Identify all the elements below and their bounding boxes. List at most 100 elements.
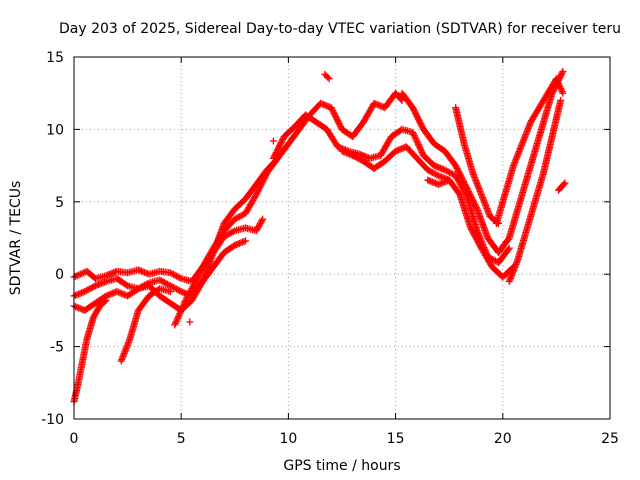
data-point	[441, 166, 449, 174]
data-point	[170, 283, 178, 291]
data-point	[173, 316, 181, 324]
data-point	[269, 137, 277, 145]
data-point	[196, 269, 204, 277]
data-point	[555, 81, 563, 89]
data-point	[428, 168, 436, 176]
data-point	[442, 167, 450, 175]
data-point	[85, 285, 93, 293]
data-point	[409, 130, 417, 138]
data-point	[172, 318, 180, 326]
y-axis-label: SDTVAR / TECUs	[8, 181, 24, 296]
data-point	[353, 154, 361, 162]
data-point	[558, 88, 566, 96]
data-point	[82, 287, 90, 295]
data-point	[561, 179, 569, 187]
data-point	[222, 232, 230, 240]
data-point	[559, 67, 567, 75]
data-point	[557, 86, 565, 94]
data-point	[102, 296, 110, 304]
data-point	[176, 310, 184, 318]
data-point	[173, 285, 181, 293]
data-point	[162, 279, 170, 287]
data-point	[122, 281, 130, 289]
data-point	[414, 141, 422, 149]
data-point	[133, 286, 141, 294]
data-point	[229, 228, 237, 236]
data-point	[415, 142, 423, 150]
data-point	[558, 69, 566, 77]
data-point	[193, 276, 201, 284]
data-point	[324, 73, 332, 81]
data-point	[101, 297, 109, 305]
data-point	[87, 284, 95, 292]
data-point	[76, 270, 84, 278]
data-point	[445, 176, 453, 184]
data-point	[559, 89, 567, 97]
data-point	[194, 273, 202, 281]
x-tick-label: 15	[387, 431, 405, 447]
data-point	[427, 168, 435, 176]
data-point	[183, 294, 191, 302]
data-point	[173, 272, 181, 280]
data-point	[168, 283, 176, 291]
data-point	[231, 215, 239, 223]
x-axis-label: GPS time / hours	[283, 458, 400, 474]
data-point	[414, 139, 422, 147]
x-tick-label: 5	[177, 431, 186, 447]
y-tick-label: 5	[55, 195, 64, 211]
data-point	[179, 303, 187, 311]
y-tick-label: -10	[41, 412, 64, 428]
data-point	[258, 217, 266, 225]
y-tick-label: 0	[55, 267, 64, 283]
data-point	[410, 131, 418, 139]
data-point	[196, 268, 204, 276]
data-point	[171, 321, 179, 329]
data-point	[192, 277, 200, 285]
data-point	[349, 151, 357, 159]
data-point	[160, 278, 168, 286]
data-point	[446, 168, 454, 176]
data-point	[181, 298, 189, 306]
data-point	[560, 180, 568, 188]
data-point	[220, 233, 228, 241]
data-point	[417, 145, 425, 153]
data-point	[171, 319, 179, 327]
data-point	[186, 318, 194, 326]
data-point	[447, 169, 455, 177]
data-point	[73, 272, 81, 280]
data-point	[163, 280, 171, 288]
data-point	[417, 147, 425, 155]
plot-frame	[73, 56, 611, 420]
data-point	[355, 155, 363, 163]
data-point	[181, 297, 189, 305]
data-point	[234, 214, 242, 222]
data-point	[168, 270, 176, 278]
data-point	[556, 83, 564, 91]
data-point	[84, 286, 92, 294]
data-point	[412, 134, 420, 142]
data-point	[182, 295, 190, 303]
data-point	[72, 272, 80, 280]
data-point	[490, 256, 498, 264]
data-point	[170, 270, 178, 278]
data-point	[505, 244, 513, 252]
data-point	[88, 283, 96, 291]
data-point	[225, 230, 233, 238]
y-tick-label: 15	[46, 50, 64, 66]
data-point	[81, 288, 89, 296]
data-point	[409, 128, 417, 136]
data-point	[557, 96, 565, 104]
data-point	[430, 169, 438, 177]
data-point	[78, 269, 86, 277]
y-tick-label: -5	[50, 340, 64, 356]
data-point	[159, 278, 167, 286]
data-point	[180, 300, 188, 308]
data-point	[242, 237, 250, 245]
data-point	[397, 95, 405, 103]
data-point	[197, 266, 205, 274]
data-point	[413, 138, 421, 146]
data-point	[352, 153, 360, 161]
data-point	[176, 287, 184, 295]
data-point	[412, 136, 420, 144]
